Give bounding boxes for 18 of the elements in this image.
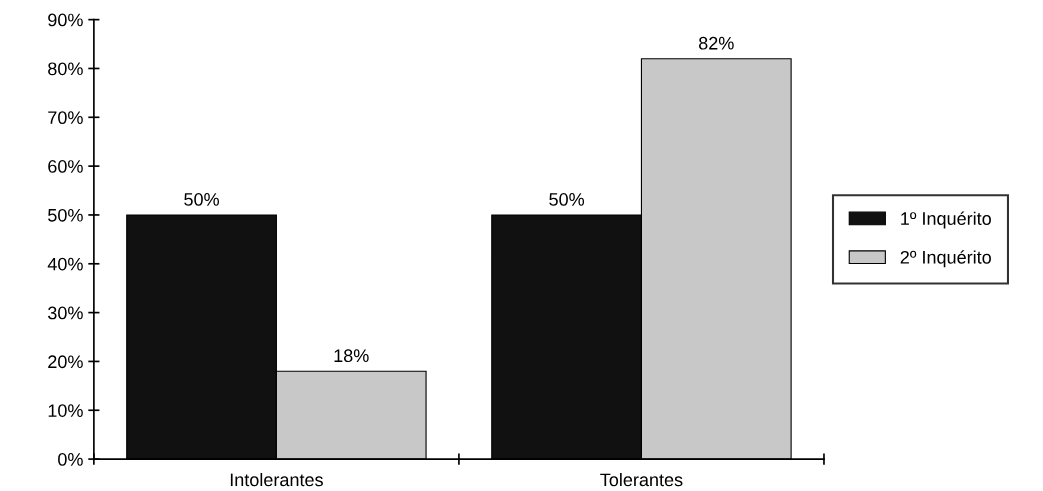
data-label: 82% bbox=[699, 36, 734, 50]
legend-label: 2º Inquérito bbox=[900, 250, 991, 268]
y-tick-label: 50% bbox=[48, 208, 83, 222]
legend-label: 1º Inquérito bbox=[901, 211, 991, 229]
y-tick-label: 30% bbox=[48, 306, 83, 320]
data-label: 18% bbox=[334, 349, 369, 363]
y-tick-label: 40% bbox=[47, 257, 83, 271]
data-label: 50% bbox=[549, 193, 585, 206]
y-tick-label: 90% bbox=[48, 13, 83, 27]
y-tick-label: 60% bbox=[48, 160, 83, 173]
y-tick-label: 20% bbox=[48, 355, 83, 369]
y-tick-label: 70% bbox=[48, 111, 83, 125]
y-tick-label: 0% bbox=[58, 453, 83, 466]
x-tick-label: Tolerantes bbox=[600, 472, 683, 487]
data-label: 50% bbox=[184, 193, 219, 206]
y-tick-label: 80% bbox=[48, 62, 83, 76]
x-tick-label: Intolerantes bbox=[230, 472, 323, 487]
y-tick-label: 10% bbox=[48, 404, 83, 417]
